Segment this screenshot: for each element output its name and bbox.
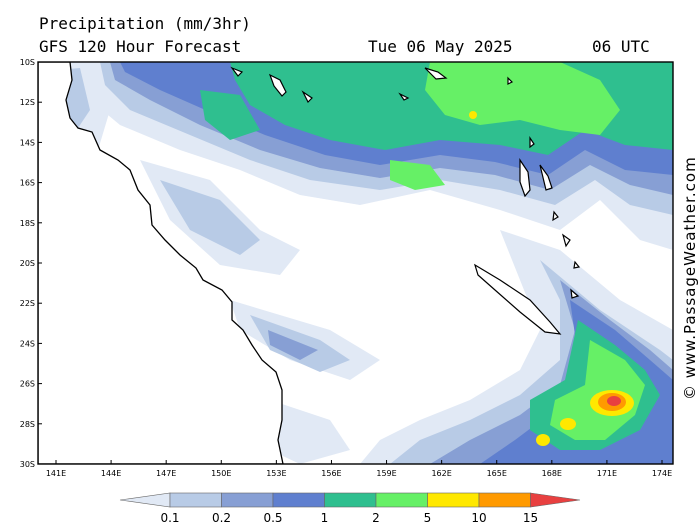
forecast-date: Tue 06 May 2025 — [368, 37, 513, 56]
legend-swatch — [119, 492, 171, 508]
longitude-label: 156E — [321, 469, 341, 478]
map-title: Precipitation (mm/3hr) — [39, 14, 251, 33]
legend-label: 1 — [321, 511, 329, 525]
longitude-label: 141E — [46, 469, 66, 478]
legend-label: 2 — [372, 511, 380, 525]
longitude-label: 174E — [652, 469, 672, 478]
latitude-label: 12S — [20, 98, 35, 107]
longitude-label: 171E — [597, 469, 617, 478]
legend-swatch — [324, 492, 377, 508]
latitude-label: 14S — [20, 138, 35, 147]
longitude-axis: 141E 144E 147E 150E 153E 156E 159E 162E 165E 168E… — [46, 460, 672, 478]
legend-swatch — [530, 492, 581, 508]
latitude-label: 26S — [20, 380, 35, 389]
longitude-label: 147E — [156, 469, 176, 478]
australia-coastline — [38, 62, 284, 464]
longitude-label: 150E — [211, 469, 231, 478]
legend-label: 15 — [523, 511, 538, 525]
legend-label: 0.5 — [263, 511, 282, 525]
longitude-label: 165E — [487, 469, 507, 478]
islands — [230, 66, 581, 335]
legend-swatch — [375, 492, 428, 508]
latitude-label: 18S — [20, 219, 35, 228]
longitude-label: 159E — [376, 469, 396, 478]
latitude-label: 16S — [20, 179, 35, 188]
longitude-label: 153E — [266, 469, 286, 478]
latitude-label: 24S — [20, 339, 35, 348]
latitude-label: 28S — [20, 420, 35, 429]
legend-label: 5 — [424, 511, 432, 525]
forecast-time: 06 UTC — [592, 37, 650, 56]
precipitation-fields — [38, 62, 673, 464]
legend-swatch — [427, 492, 480, 508]
legend-label: 0.1 — [160, 511, 179, 525]
legend-swatch — [169, 492, 222, 508]
copyright-text: © www.PassageWeather.com — [681, 156, 699, 400]
longitude-label: 144E — [101, 469, 121, 478]
longitude-label: 162E — [431, 469, 451, 478]
latitude-label: 10S — [20, 58, 35, 67]
latitude-axis: 10S 12S 14S 16S 18S 20S 22S 24S 26S 28S 30S — [20, 58, 42, 469]
legend-label: 10 — [471, 511, 486, 525]
forecast-model: GFS 120 Hour Forecast — [39, 37, 242, 56]
legend-swatch — [272, 492, 325, 508]
latitude-label: 20S — [20, 259, 35, 268]
legend-swatch — [478, 492, 531, 508]
latitude-label: 22S — [20, 299, 35, 308]
precipitation-legend: 0.1 0.2 0.5 1 2 5 10 15 — [119, 492, 581, 525]
latitude-label: 30S — [20, 460, 35, 469]
legend-label: 0.2 — [212, 511, 231, 525]
longitude-label: 168E — [542, 469, 562, 478]
legend-swatch — [221, 492, 274, 508]
